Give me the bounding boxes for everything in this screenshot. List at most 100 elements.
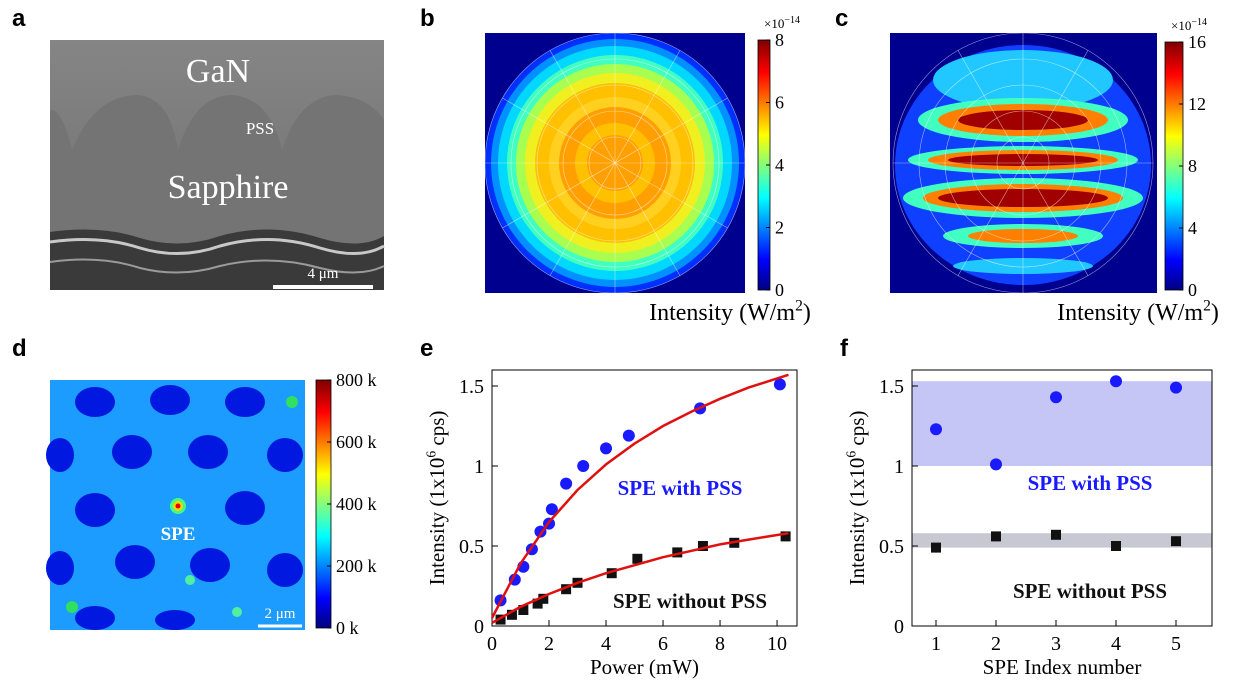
far-field-map-part: [484, 32, 746, 294]
x-axis-label: SPE Index number: [983, 655, 1142, 679]
y-tick-label: 1.5: [879, 376, 904, 398]
plot-frame: [911, 369, 1213, 627]
data-point: [577, 460, 590, 472]
sem-image-part: [49, 258, 385, 274]
axis-label-sup: 6: [424, 451, 439, 458]
axis-label-text: Intensity (W/m: [1057, 300, 1203, 326]
pl-map-part-part: [46, 438, 74, 472]
pl-map: [46, 380, 305, 630]
x-tick-label: 6: [658, 633, 668, 655]
y-tick-label: 0: [474, 616, 484, 638]
layer-label: GaN: [186, 53, 250, 90]
pl-map-part-part: [115, 545, 155, 579]
data-point: [990, 458, 1002, 471]
scale-bar-label: 2 μm: [265, 606, 296, 622]
x-tick-label: 0: [487, 633, 497, 655]
data-point: [538, 593, 549, 604]
far-field-map-part-part: [957, 50, 1089, 276]
pl-map-part-part: [225, 387, 265, 417]
panel-label: e: [420, 335, 433, 362]
annotation: SPE without PSS: [1013, 579, 1167, 603]
data-point: [931, 542, 941, 553]
band: [912, 533, 1212, 548]
colorbar-tick-label: 4: [1188, 218, 1197, 238]
axis-label: Intensity (1x106 cps): [844, 411, 869, 586]
pl-map-part-part: [150, 385, 190, 415]
data-point: [622, 429, 635, 442]
data-point: [697, 541, 708, 551]
data-point: [495, 614, 506, 625]
colorbar-tick-label: 6: [775, 93, 784, 113]
y-tick-label: 0.5: [879, 536, 904, 558]
x-tick-label: 4: [601, 633, 611, 655]
axis-label: Intensity (W/m2): [1057, 297, 1219, 326]
pl-map-part-part: [75, 493, 115, 527]
exponent-base: ×10: [764, 16, 784, 31]
y-tick-label: 1: [894, 456, 904, 478]
axis-label-end: ): [1211, 300, 1219, 326]
colorbar-tick-label: 12: [1188, 94, 1206, 114]
data-point: [545, 503, 558, 516]
exponent-base: ×10: [1171, 18, 1191, 33]
axis-label-sup: 6: [844, 451, 859, 458]
data-point: [560, 477, 573, 490]
data-point: [773, 378, 786, 391]
pl-map-part-part: [75, 606, 115, 630]
x-tick-label: 1: [931, 633, 941, 655]
band: [912, 381, 1212, 466]
panel-label: a: [12, 5, 26, 32]
data-point: [1051, 529, 1061, 540]
spe-label: SPE: [161, 524, 196, 545]
colorbar-tick-label: 800 k: [336, 370, 377, 390]
colorbar-tick-label: 16: [1188, 32, 1206, 52]
colorbar-tick-label: 0: [775, 280, 784, 300]
panel-label: d: [12, 335, 27, 362]
axis-label-sup: 2: [795, 297, 803, 314]
pl-map-part-part: [188, 435, 228, 469]
colorbar-tick-label: 8: [1188, 156, 1197, 176]
data-point: [930, 423, 942, 436]
exponent: −14: [1191, 17, 1207, 28]
sem-image-part: [49, 237, 385, 256]
y-tick-label: 1.5: [459, 376, 484, 398]
data-point: [1170, 381, 1182, 394]
far-field-map: [484, 32, 746, 294]
pl-map-part: [46, 385, 303, 630]
pl-map-part-part: [155, 610, 195, 630]
x-tick-label: 5: [1171, 633, 1181, 655]
axis-label-text: Intensity (1x10: [845, 458, 869, 586]
data-point: [672, 547, 683, 558]
axis-label-text: Intensity (W/m: [649, 300, 795, 326]
data-point: [632, 553, 643, 564]
pl-map-part-part: [112, 435, 152, 469]
pl-map-part: [232, 607, 242, 617]
fit-line: [491, 531, 789, 624]
far-field-map: [890, 32, 1157, 294]
colorbar-exponent: ×10−14: [1171, 17, 1207, 33]
data-point: [518, 605, 529, 615]
colorbar-tick-label: 0 k: [336, 618, 359, 638]
data-point: [1171, 536, 1181, 547]
pl-map-part-part: [75, 387, 115, 417]
colorbar-exponent: ×10−14: [764, 15, 800, 31]
data-point: [561, 584, 572, 595]
pl-map-part: [185, 575, 195, 585]
colorbar-tick-label: 2: [775, 218, 784, 238]
x-tick-label: 3: [1051, 633, 1061, 655]
axis-label-sup: 2: [1203, 297, 1211, 314]
layer-label: Sapphire: [168, 169, 289, 206]
axis-label-end: ): [803, 300, 811, 326]
data-point: [506, 609, 517, 620]
pl-map-part-part: [267, 553, 303, 587]
axis-label-text: Intensity (1x10: [425, 458, 449, 586]
x-tick-label: 8: [715, 633, 725, 655]
data-point: [606, 568, 617, 579]
x-tick-label: 10: [767, 633, 787, 655]
far-field-map-part: [892, 32, 1154, 294]
pl-map-part: [286, 396, 298, 408]
data-point: [1111, 541, 1121, 551]
pl-map-part-part: [46, 551, 74, 585]
scale-bar-label: 4 μm: [308, 266, 339, 282]
sem-image: [49, 40, 385, 290]
